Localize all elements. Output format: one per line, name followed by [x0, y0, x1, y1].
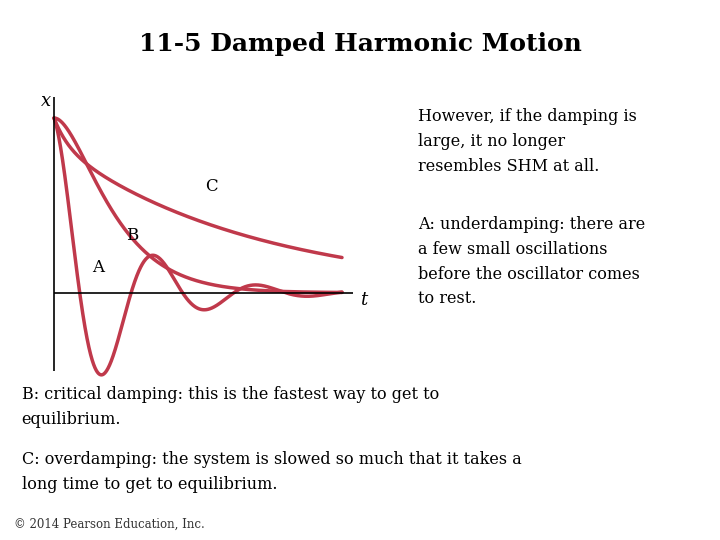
Text: C: overdamping: the system is slowed so much that it takes a
long time to get to: C: overdamping: the system is slowed so …: [22, 451, 521, 492]
Text: However, if the damping is
large, it no longer
resembles SHM at all.: However, if the damping is large, it no …: [418, 108, 636, 174]
Text: © 2014 Pearson Education, Inc.: © 2014 Pearson Education, Inc.: [14, 517, 205, 530]
Text: A: underdamping: there are
a few small oscillations
before the oscillator comes
: A: underdamping: there are a few small o…: [418, 216, 645, 307]
Text: A: A: [92, 259, 104, 276]
Text: t: t: [360, 291, 367, 309]
Text: x: x: [41, 92, 51, 110]
Text: B: B: [126, 227, 138, 244]
Text: C: C: [205, 178, 218, 195]
Text: B: critical damping: this is the fastest way to get to
equilibrium.: B: critical damping: this is the fastest…: [22, 386, 439, 428]
Text: 11-5 Damped Harmonic Motion: 11-5 Damped Harmonic Motion: [138, 32, 582, 56]
